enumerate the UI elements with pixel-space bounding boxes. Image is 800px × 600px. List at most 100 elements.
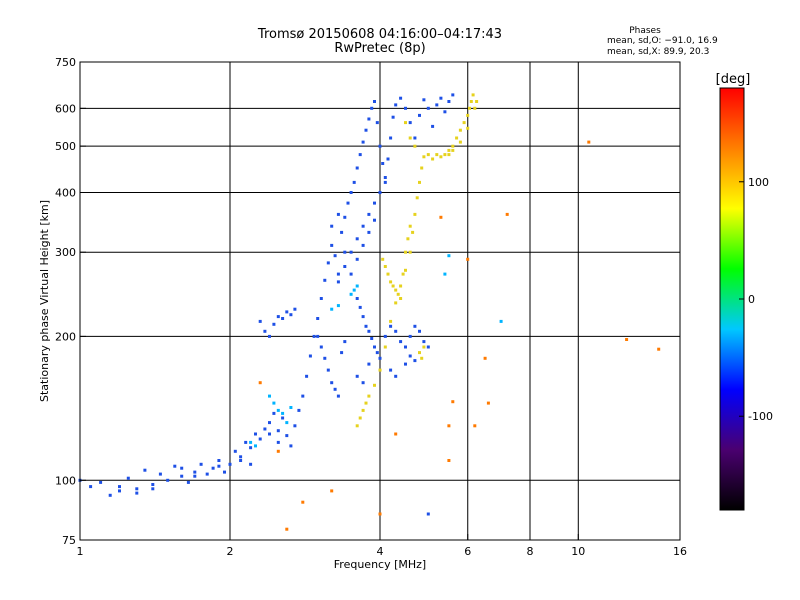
data-point-o — [297, 408, 301, 412]
data-point-outliers — [466, 257, 470, 261]
y-tick-label: 750 — [55, 56, 76, 69]
data-point-x — [358, 416, 362, 420]
colorbar-label: [deg] — [716, 72, 751, 87]
data-point-x — [471, 93, 475, 97]
x-tick-label: 16 — [673, 545, 687, 558]
data-point-o — [375, 351, 379, 355]
data-point-x — [422, 155, 426, 159]
data-point-o — [143, 468, 147, 472]
data-point-outliers — [301, 500, 305, 504]
data-point-o — [443, 110, 447, 114]
data-point-other — [272, 401, 276, 405]
data-point-o — [199, 462, 203, 466]
data-point-o — [346, 201, 350, 205]
data-point-o — [263, 329, 267, 333]
legend-title: Phases — [629, 26, 661, 36]
data-point-o — [285, 434, 289, 438]
data-point-x — [394, 288, 398, 292]
data-point-o — [358, 305, 362, 309]
data-point-o — [323, 356, 327, 360]
data-point-o — [418, 329, 421, 333]
data-point-outliers — [625, 338, 629, 341]
data-point-o — [413, 359, 417, 363]
data-point-outliers — [394, 432, 398, 436]
data-point-o — [217, 464, 221, 468]
data-point-o — [431, 124, 435, 128]
x-tick-label: 2 — [227, 545, 234, 558]
data-point-x — [408, 136, 412, 140]
data-point-x — [451, 144, 455, 148]
data-point-o — [367, 117, 371, 121]
data-point-other — [336, 304, 340, 308]
data-point-o — [249, 462, 253, 466]
data-point-other — [443, 272, 447, 276]
data-point-o — [135, 491, 139, 495]
data-point-o — [373, 345, 376, 349]
data-point-x — [404, 268, 407, 272]
data-point-outliers — [486, 401, 490, 405]
data-point-x — [355, 424, 359, 428]
data-point-outliers — [657, 347, 661, 351]
data-point-other — [285, 421, 289, 425]
data-point-o — [316, 317, 320, 320]
data-point-x — [364, 401, 368, 405]
data-point-other — [254, 444, 257, 448]
data-point-x — [408, 250, 412, 254]
data-point-o — [333, 387, 337, 391]
data-point-o — [233, 449, 237, 453]
data-point-o — [361, 224, 365, 228]
data-point-o — [367, 230, 371, 234]
data-point-o — [211, 466, 215, 470]
data-point-o — [426, 345, 430, 349]
y-tick-label: 100 — [55, 474, 76, 487]
data-point-o — [404, 362, 407, 366]
chart-subtitle: RwPretec (8p) — [334, 41, 425, 56]
data-point-o — [239, 455, 243, 459]
data-point-other — [355, 284, 359, 288]
y-tick-label: 500 — [55, 140, 76, 153]
data-point-x — [413, 212, 417, 216]
data-point-other — [281, 411, 285, 415]
data-point-o — [408, 334, 412, 338]
data-point-other — [249, 440, 253, 444]
data-point-o — [316, 334, 320, 338]
data-point-o — [244, 440, 248, 444]
data-point-o — [399, 96, 403, 100]
data-point-o — [330, 224, 334, 228]
data-point-outliers — [451, 400, 455, 404]
data-point-o — [451, 93, 455, 97]
data-point-x — [418, 351, 421, 355]
data-point-x — [458, 128, 462, 132]
data-point-x — [413, 144, 417, 148]
legend-line-o: mean, sd,O: −91.0, 16.9 — [607, 36, 718, 46]
data-point-o — [378, 144, 382, 148]
data-point-o — [108, 493, 112, 497]
data-point-o — [336, 212, 340, 216]
data-point-o — [413, 324, 417, 328]
y-tick-label: 600 — [55, 102, 76, 115]
data-point-o — [272, 322, 276, 326]
data-point-x — [399, 284, 403, 288]
data-point-o — [422, 340, 426, 344]
data-point-o — [301, 394, 305, 398]
plot-area: 1 2 4 6 8 10 16 75 100 200 300 400 500 600 750 — [55, 56, 687, 558]
chart-title: Tromsø 20150608 04:16:00–04:17:43 — [257, 27, 502, 42]
data-point-o — [349, 250, 353, 254]
data-point-x — [378, 368, 382, 372]
data-point-o — [276, 440, 280, 444]
data-point-x — [404, 250, 407, 254]
data-point-o — [383, 180, 387, 184]
data-point-outliers — [330, 489, 334, 493]
data-point-o — [439, 96, 443, 100]
data-point-o — [193, 474, 197, 478]
data-point-o — [361, 140, 365, 144]
data-point-o — [408, 121, 412, 125]
data-point-o — [258, 437, 262, 441]
data-point-o — [394, 103, 398, 107]
data-point-x — [466, 126, 470, 130]
data-point-o — [326, 368, 330, 372]
data-point-o — [151, 483, 155, 486]
data-point-x — [439, 155, 443, 159]
data-point-other — [289, 406, 293, 409]
data-point-outliers — [473, 424, 477, 428]
